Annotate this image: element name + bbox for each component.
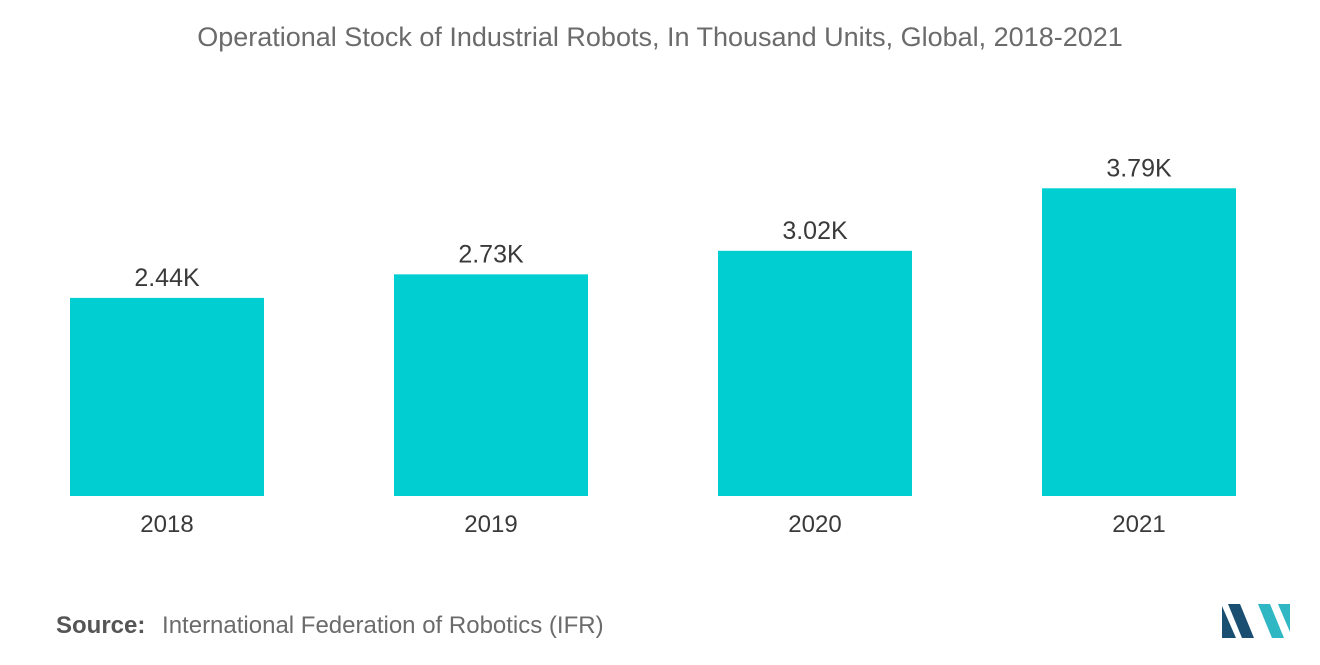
chart-title: Operational Stock of Industrial Robots, … [197,22,1123,52]
x-tick-label-2019: 2019 [464,511,517,538]
x-tick-label-2021: 2021 [1112,511,1165,538]
logo-part-1 [1222,606,1236,638]
data-label-2020: 3.02K [782,217,848,245]
x-tick-label-2020: 2020 [788,511,841,538]
logo-part-2 [1228,604,1254,638]
data-label-2019: 2.73K [458,240,524,268]
data-label-2018: 2.44K [134,264,200,292]
bar-2021 [1042,188,1236,497]
logo-part-3 [1258,604,1284,638]
bar-2020 [718,250,912,496]
source-label: Source: [56,612,146,639]
bar-chart: 2.44K 2018 2.73K 2019 3.02K 2020 3.79K 2021 [70,154,1236,538]
logo-icon [1222,604,1290,638]
data-label-2021: 3.79K [1106,154,1172,182]
source-text: International Federation of Robotics (IF… [162,612,604,639]
bar-2018 [70,297,264,496]
logo-part-4 [1278,604,1290,632]
source-line: Source: International Federation of Robo… [56,612,604,640]
x-tick-label-2018: 2018 [140,511,193,538]
bar-2019 [394,274,588,496]
